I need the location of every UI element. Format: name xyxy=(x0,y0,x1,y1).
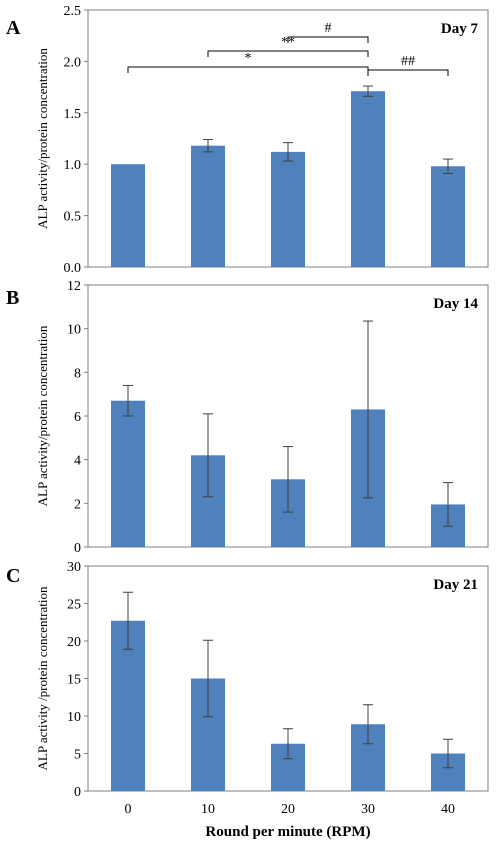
significance-bracket xyxy=(207,50,369,57)
day-label: Day 21 xyxy=(433,577,478,593)
y-tick-label: 12 xyxy=(67,279,81,294)
x-tick-label: 30 xyxy=(361,802,375,817)
x-tick-label: 10 xyxy=(201,802,215,817)
day-label: Day 7 xyxy=(441,21,479,37)
y-tick-label: 25 xyxy=(67,598,81,613)
panel-c: C 0 5 10 15 20 25 30 ALP activity /protein conce… xyxy=(6,560,489,840)
y-tick-label: 2.0 xyxy=(64,55,82,70)
y-tick-label: 2.5 xyxy=(64,4,82,19)
significance-label: * xyxy=(245,51,252,66)
day-label: Day 14 xyxy=(433,296,478,312)
panel-letter-c: C xyxy=(6,565,20,587)
bar-20 xyxy=(271,151,305,267)
y-axis-label: ALP activity /protein concentration xyxy=(35,586,50,770)
y-tick-label: 10 xyxy=(67,323,81,338)
bar-40 xyxy=(431,166,465,267)
bar-10 xyxy=(191,145,225,267)
x-axis-label: Round per minute (RPM) xyxy=(205,824,370,840)
panel-a: A 0.0 0.5 1.0 1.5 2.0 2.5 ALP activity/protein … xyxy=(6,4,489,276)
y-axis-label: ALP activity/protein concentration xyxy=(35,325,50,506)
significance-label: ## xyxy=(401,54,415,69)
panel-letter-a: A xyxy=(6,17,21,39)
y-tick-label: 1.5 xyxy=(64,107,82,122)
y-tick-label: 5 xyxy=(74,748,81,763)
x-tick-label: 20 xyxy=(281,802,295,817)
y-tick-label: 2 xyxy=(74,497,81,512)
y-tick-label: 1.0 xyxy=(64,158,82,173)
y-tick-label: 30 xyxy=(67,560,81,575)
y-tick-label: 6 xyxy=(74,410,81,425)
y-axis-label: ALP activity/protein concentration xyxy=(35,48,50,229)
bar-0 xyxy=(111,400,145,547)
y-tick-label: 0.0 xyxy=(64,261,82,276)
x-tick-label: 40 xyxy=(441,802,455,817)
significance-bracket xyxy=(367,69,449,76)
significance-bracket xyxy=(287,36,369,43)
bar-0 xyxy=(111,164,145,267)
significance-bracket xyxy=(127,66,369,73)
panel-letter-b: B xyxy=(6,287,19,309)
y-tick-label: 15 xyxy=(67,673,81,688)
significance-label: # xyxy=(325,21,332,36)
y-tick-label: 4 xyxy=(74,454,81,469)
panel-b: B 0 2 4 6 8 10 12 ALP activity/protein concentra… xyxy=(6,279,489,556)
y-tick-label: 0.5 xyxy=(64,210,82,225)
y-tick-label: 20 xyxy=(67,635,81,650)
x-tick-label: 0 xyxy=(125,802,132,817)
y-tick-label: 10 xyxy=(67,710,81,725)
y-tick-label: 0 xyxy=(74,785,81,800)
bar-30 xyxy=(351,91,385,267)
y-tick-label: 8 xyxy=(74,366,81,381)
y-tick-label: 0 xyxy=(74,541,81,556)
